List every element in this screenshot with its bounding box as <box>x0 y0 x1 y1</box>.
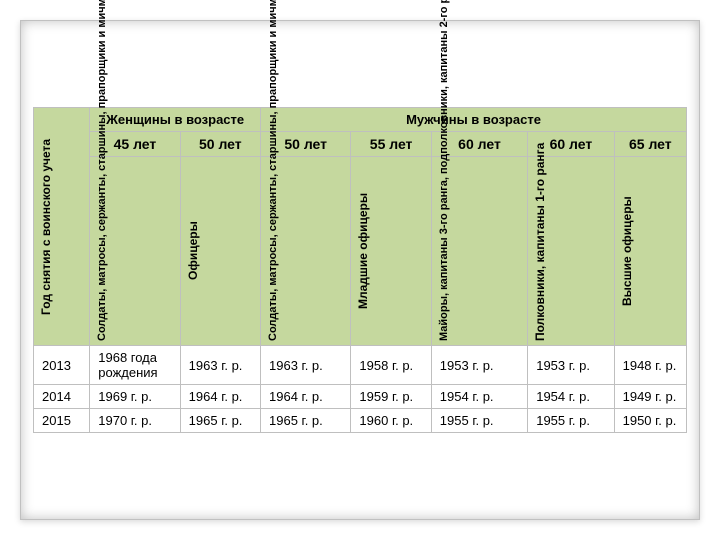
group-row: Год снятия с воинского учета Женщины в в… <box>34 108 687 132</box>
data-cell: 1950 г. р. <box>614 409 686 433</box>
data-cell: 1958 г. р. <box>351 346 431 385</box>
data-cell: 1953 г. р. <box>431 346 527 385</box>
table-row: 2013 1968 года рождения 1963 г. р. 1963 … <box>34 346 687 385</box>
data-cell: 1955 г. р. <box>528 409 614 433</box>
data-cell: 1954 г. р. <box>528 385 614 409</box>
cat-1: Солдаты, матросы, сержанты, старшины, пр… <box>90 157 180 346</box>
data-cell: 1949 г. р. <box>614 385 686 409</box>
data-cell: 1965 г. р. <box>180 409 260 433</box>
table-row: 2014 1969 г. р. 1964 г. р. 1964 г. р. 19… <box>34 385 687 409</box>
cat-4: Младшие офицеры <box>351 157 431 346</box>
cat-6-text: Полковники, капитаны 1-го ранга <box>534 161 548 341</box>
data-cell: 1963 г. р. <box>261 346 351 385</box>
data-cell: 1960 г. р. <box>351 409 431 433</box>
cat-5-text: Майоры, капитаны 3-го ранга, подполковни… <box>438 161 451 341</box>
cat-7: Высшие офицеры <box>614 157 686 346</box>
data-cell: 1969 г. р. <box>90 385 180 409</box>
cat-6: Полковники, капитаны 1-го ранга <box>528 157 614 346</box>
men-group-header: Мужчины в возрасте <box>261 108 687 132</box>
cat-3: Солдаты, матросы, сержанты, старшины, пр… <box>261 157 351 346</box>
data-cell: 1953 г. р. <box>528 346 614 385</box>
category-row: Солдаты, матросы, сержанты, старшины, пр… <box>34 157 687 346</box>
card-frame: Год снятия с воинского учета Женщины в в… <box>20 20 700 520</box>
data-cell: 1954 г. р. <box>431 385 527 409</box>
cat-5: Майоры, капитаны 3-го ранга, подполковни… <box>431 157 527 346</box>
data-cell: 1965 г. р. <box>261 409 351 433</box>
cat-3-text: Солдаты, матросы, сержанты, старшины, пр… <box>267 161 280 341</box>
year-cell: 2015 <box>34 409 90 433</box>
women-group-header: Женщины в возрасте <box>90 108 261 132</box>
data-cell: 1959 г. р. <box>351 385 431 409</box>
cat-2-text: Офицеры <box>187 161 201 341</box>
age-w50: 50 лет <box>180 132 260 157</box>
table-row: 2015 1970 г. р. 1965 г. р. 1965 г. р. 19… <box>34 409 687 433</box>
military-register-table: Год снятия с воинского учета Женщины в в… <box>33 107 687 433</box>
data-cell: 1964 г. р. <box>180 385 260 409</box>
cat-4-text: Младшие офицеры <box>357 161 371 341</box>
row-label-text: Год снятия с воинского учета <box>40 137 54 317</box>
age-m65: 65 лет <box>614 132 686 157</box>
data-cell: 1970 г. р. <box>90 409 180 433</box>
data-cell: 1968 года рождения <box>90 346 180 385</box>
age-m55: 55 лет <box>351 132 431 157</box>
data-cell: 1948 г. р. <box>614 346 686 385</box>
age-row: 45 лет 50 лет 50 лет 55 лет 60 лет 60 ле… <box>34 132 687 157</box>
data-cell: 1963 г. р. <box>180 346 260 385</box>
year-cell: 2014 <box>34 385 90 409</box>
row-label-header: Год снятия с воинского учета <box>34 108 90 346</box>
data-cell: 1955 г. р. <box>431 409 527 433</box>
data-cell: 1964 г. р. <box>261 385 351 409</box>
year-cell: 2013 <box>34 346 90 385</box>
cat-7-text: Высшие офицеры <box>621 161 635 341</box>
cat-1-text: Солдаты, матросы, сержанты, старшины, пр… <box>96 161 109 341</box>
cat-2: Офицеры <box>180 157 260 346</box>
